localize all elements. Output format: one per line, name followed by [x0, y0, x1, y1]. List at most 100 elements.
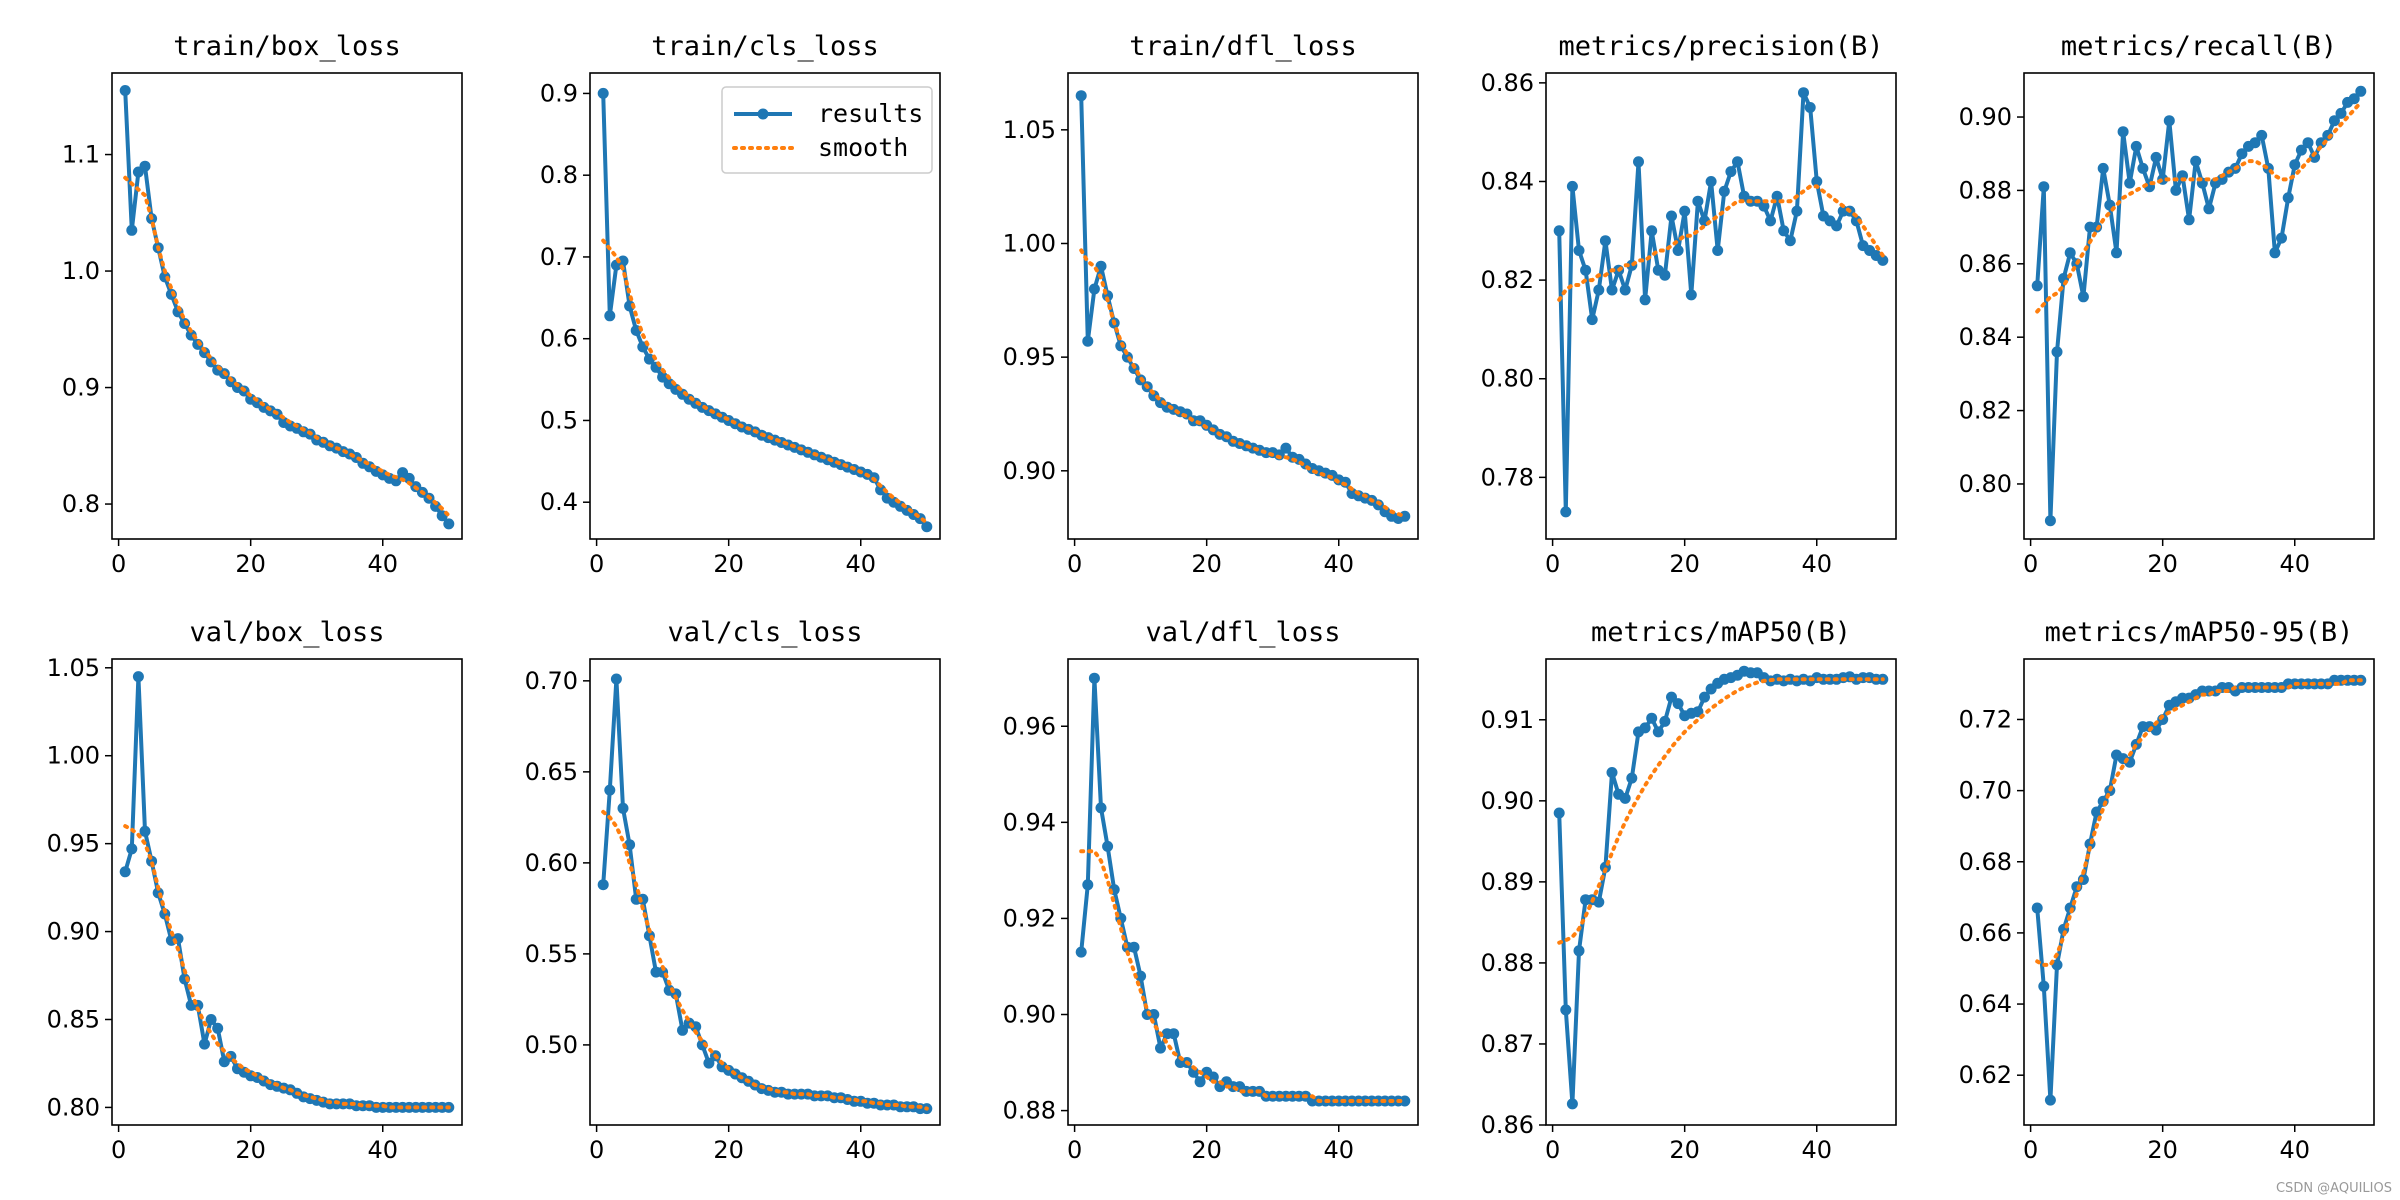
data-point	[132, 671, 144, 683]
data-point	[1082, 335, 1094, 347]
x-tick-label: 20	[1191, 1136, 1222, 1164]
data-point	[2038, 980, 2050, 992]
series-results-line	[123, 90, 451, 526]
data-point	[2038, 181, 2050, 193]
data-point	[1705, 176, 1717, 187]
data-point	[1553, 807, 1565, 819]
series-results-line	[601, 677, 927, 1111]
data-point	[2348, 93, 2360, 105]
data-point	[2269, 247, 2281, 259]
series-smooth-line	[2035, 678, 2363, 967]
legend-results-label: results	[818, 99, 923, 128]
data-point	[1639, 294, 1651, 306]
y-tick-label: 1.00	[1003, 229, 1056, 257]
y-tick-label: 0.80	[1959, 470, 2012, 498]
y-tick-label: 0.82	[1959, 397, 2012, 425]
y-tick-label: 0.90	[1481, 787, 1534, 815]
x-tick-label: 40	[845, 1136, 876, 1164]
x-tick-label: 20	[2147, 550, 2178, 578]
data-point	[2302, 137, 2314, 149]
data-point	[443, 518, 455, 530]
data-point	[1194, 1076, 1206, 1088]
data-point	[1798, 87, 1809, 99]
data-point	[2031, 280, 2043, 292]
y-tick-label: 0.90	[1003, 1001, 1056, 1029]
y-tick-label: 0.86	[1481, 1111, 1534, 1139]
data-point	[119, 85, 131, 96]
y-tick-label: 1.05	[1003, 116, 1056, 144]
series-smooth-line	[123, 175, 451, 518]
data-point	[921, 521, 933, 533]
data-point	[1573, 245, 1585, 256]
chart-val-cls-loss: val/cls_loss 0 20 40 0.50 0.55 0.60 0.65 0.70	[525, 617, 941, 1164]
data-point	[2130, 140, 2142, 152]
series-results-line	[1079, 676, 1405, 1103]
data-point	[1128, 941, 1140, 953]
series-results-line	[1079, 95, 1406, 521]
data-point	[1593, 896, 1605, 908]
y-tick-label: 0.95	[1003, 343, 1056, 371]
y-tick-label: 0.94	[1003, 808, 1056, 836]
data-point	[2203, 203, 2215, 215]
axes-frame	[1545, 658, 1897, 1126]
legend: results smooth	[721, 86, 933, 174]
y-tick-label: 0.60	[525, 849, 578, 877]
x-tick-label: 0	[111, 550, 126, 578]
y-tick-label: 0.6	[540, 325, 578, 353]
data-point	[2335, 107, 2347, 119]
y-tick-label: 0.5	[540, 406, 578, 434]
x-tick-label: 20	[2147, 1136, 2178, 1164]
chart-val-box-loss: val/box_loss 0 20 40 0.80 0.85 0.90 0.95 1.00 1.0…	[47, 617, 463, 1164]
data-point	[2064, 247, 2076, 259]
data-point	[1566, 1098, 1578, 1110]
x-tick-label: 0	[2023, 1136, 2038, 1164]
data-point	[1633, 156, 1644, 168]
y-tick-label: 0.80	[47, 1093, 100, 1121]
watermark: CSDN @AQUILIOS	[2275, 1181, 2392, 1196]
x-tick-label: 40	[1801, 550, 1832, 578]
data-point	[2117, 126, 2129, 138]
data-point	[1580, 264, 1592, 276]
data-point	[1560, 506, 1572, 518]
chart-title: val/dfl_loss	[1145, 617, 1340, 648]
y-tick-label: 0.88	[1959, 176, 2012, 204]
y-tick-label: 0.90	[47, 918, 100, 946]
data-point	[1560, 1004, 1572, 1016]
chart-title: metrics/mAP50(B)	[1591, 617, 1851, 648]
chart-title: train/dfl_loss	[1129, 31, 1357, 62]
data-point	[1399, 1095, 1411, 1107]
axes-frame	[2023, 72, 2375, 540]
data-point	[1685, 289, 1697, 301]
x-tick-label: 20	[1191, 550, 1222, 578]
axes-frame	[1067, 658, 1419, 1126]
data-point	[703, 1057, 715, 1069]
data-point	[1804, 102, 1816, 113]
data-point	[1672, 245, 1684, 256]
y-tick-label: 0.68	[1959, 848, 2012, 876]
y-tick-label: 1.05	[47, 654, 100, 682]
x-tick-label: 40	[367, 1136, 398, 1164]
data-point	[1619, 284, 1631, 296]
data-point	[2256, 129, 2268, 141]
data-point	[2091, 806, 2103, 818]
data-point	[1791, 205, 1803, 217]
data-point	[2249, 137, 2261, 149]
data-point	[1586, 314, 1598, 326]
data-point	[1659, 715, 1671, 727]
chart-metrics-map50-95-b: metrics/mAP50-95(B) 0 20 40 0.62 0.64 0.66 0.68…	[1959, 617, 2375, 1164]
chart-title: metrics/precision(B)	[1558, 31, 1883, 62]
data-point	[1082, 879, 1094, 891]
data-point	[875, 484, 887, 496]
y-tick-label: 0.8	[62, 490, 100, 518]
data-point	[1699, 691, 1710, 703]
x-tick-label: 40	[2279, 1136, 2310, 1164]
data-point	[604, 310, 616, 322]
axes-frame	[589, 658, 941, 1126]
y-tick-label: 0.88	[1003, 1097, 1056, 1125]
data-point	[2150, 724, 2162, 736]
data-point	[1732, 156, 1743, 168]
data-point	[1666, 210, 1677, 222]
y-tick-label: 0.70	[525, 667, 578, 695]
y-tick-label: 0.84	[1481, 167, 1534, 195]
data-point	[126, 224, 138, 236]
